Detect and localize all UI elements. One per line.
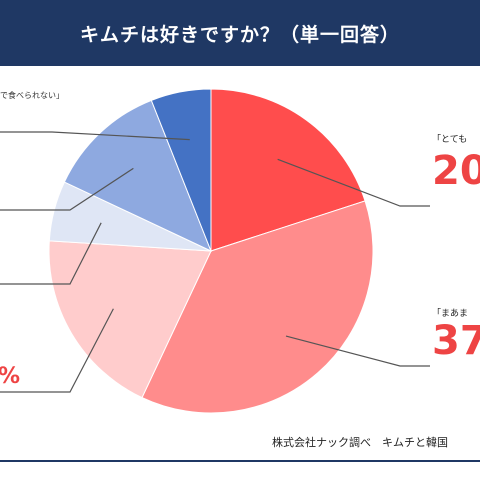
leader-line-4 <box>0 222 102 285</box>
leader-line-6 <box>0 131 190 141</box>
source-note: 株式会社ナック調べ キムチと韓国 <box>272 436 448 449</box>
leader-line-2 <box>285 335 430 367</box>
chart-title-text: キムチは好きですか？（単一回答） <box>79 23 400 46</box>
slice-label-1: 「とても <box>432 135 468 145</box>
pie-slice-5 <box>63 99 212 252</box>
slice-label-2: 「まあま <box>432 309 469 319</box>
slice-value-3: % <box>0 364 21 389</box>
slice-value-1: 20 <box>432 148 480 194</box>
pie-slice-6 <box>150 88 212 252</box>
slice-value-2: 37 <box>432 318 480 364</box>
bottom-rule <box>0 460 480 462</box>
chart-title: キムチは好きですか？（単一回答） <box>0 0 480 66</box>
leader-line-3 <box>0 308 114 393</box>
leader-line-5 <box>0 167 134 211</box>
pie-slice-1 <box>210 88 366 252</box>
pie-slice-2 <box>141 200 374 414</box>
pie-slice-3 <box>48 240 212 399</box>
slice-label-6: で食べられない」 <box>0 91 64 100</box>
leader-line-1 <box>277 158 430 207</box>
